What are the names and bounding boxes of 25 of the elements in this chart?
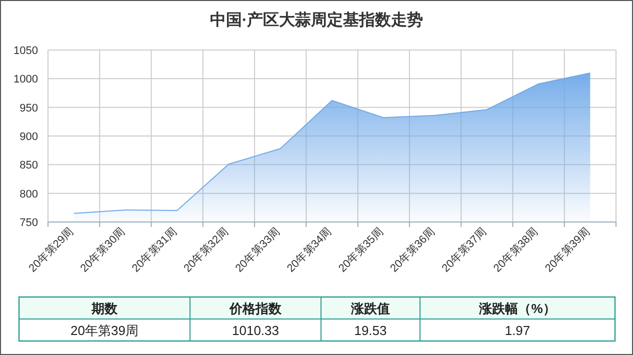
x-tick-label: 20年第37周 [440,226,490,275]
text: 价格指数 [228,301,282,316]
x-tick-label: 20年第31周 [130,226,180,275]
text: 20年第39周 [70,323,138,338]
x-tick-label: 20年第30周 [78,226,128,275]
x-tick-label: 20年第38周 [492,226,541,275]
y-tick-label: 950 [20,102,38,114]
x-tick-label: 20年第35周 [336,226,386,275]
chart-title: 中国·产区大蒜周定基指数走势 [210,11,424,29]
x-tick-label: 20年第39周 [543,226,592,275]
x-tick-label: 20年第34周 [284,226,334,275]
text: 1.97 [504,323,530,338]
text: 涨跌值 [350,301,390,316]
y-tick-label: 1000 [14,74,38,86]
y-tick-label: 900 [20,131,38,143]
x-tick-label: 20年第33周 [233,226,282,275]
y-tick-label: 850 [20,160,38,172]
text: 期数 [90,301,118,316]
x-tick-label: 20年第36周 [388,226,438,275]
x-tick-label: 20年第32周 [182,226,231,275]
text: 19.53 [354,323,387,338]
y-tick-label: 1050 [14,45,38,57]
y-tick-label: 800 [20,188,38,200]
text: 涨跌幅（%） [478,301,556,316]
text: 1010.33 [232,323,279,338]
